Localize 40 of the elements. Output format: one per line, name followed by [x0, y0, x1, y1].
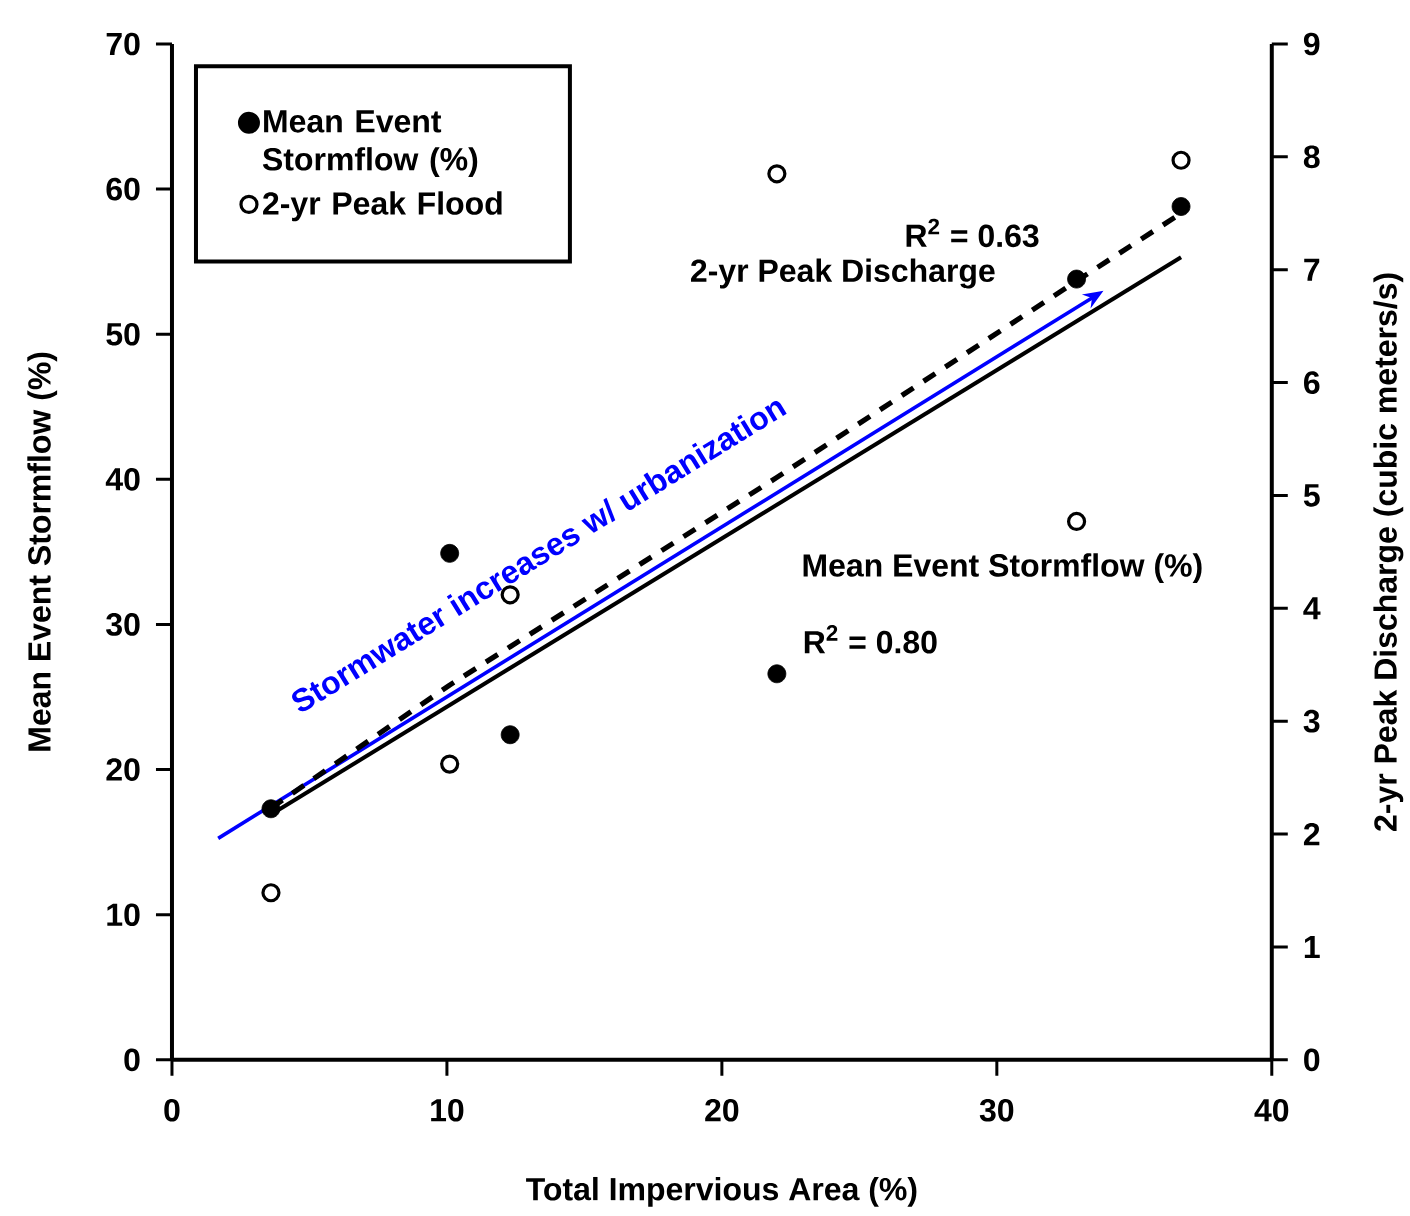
x-tick-label: 30 — [979, 1098, 1014, 1122]
y2-tick-label: 1 — [1304, 936, 1320, 959]
point — [1171, 150, 1191, 170]
y2-tick-label: 7 — [1304, 258, 1320, 281]
y2-tick-label: 5 — [1303, 484, 1320, 507]
point — [261, 883, 281, 903]
y-tick-label: 60 — [106, 177, 140, 201]
annotation: R$^{2}$ = 0.63 — [906, 218, 1039, 248]
y2-tick-label: 6 — [1304, 371, 1320, 395]
x-axis-title: Total Impervious Area (%) — [526, 1177, 917, 1207]
point — [1066, 511, 1087, 532]
y-tick-label: 40 — [105, 468, 140, 491]
annotation: Mean Event Stormflow (%) — [803, 553, 1202, 584]
y-tick-label: 70 — [106, 32, 140, 56]
x-tick-label: 20 — [705, 1098, 739, 1122]
annotation: 2-yr Peak Discharge — [691, 258, 995, 289]
point — [1171, 197, 1191, 217]
y-axis-title: Mean Event Stormflow (%) — [27, 352, 58, 751]
legend-label: Mean Event Stormflow (%) — [262, 110, 478, 178]
y2-tick-label: 4 — [1303, 597, 1321, 620]
y2-tick-label: 9 — [1303, 32, 1320, 56]
x-tick-label: 10 — [431, 1098, 464, 1122]
y-tick-label: 50 — [106, 323, 140, 346]
annotation: R$^{2}$ = 0.80 — [804, 625, 937, 654]
point — [440, 754, 460, 774]
y2-tick-label: 2 — [1303, 823, 1320, 846]
point — [500, 725, 520, 745]
y2-axis-title: 2-yr Peak Discharge (cubic meters/s) — [1373, 273, 1404, 831]
x-tick-label: 40 — [1254, 1098, 1289, 1122]
legend-label: 2-yr Peak Flood — [263, 191, 502, 222]
y2-tick-label: 8 — [1303, 145, 1320, 169]
y2-tick-label: 3 — [1303, 709, 1320, 733]
point — [767, 664, 787, 684]
y-tick-label: 0 — [124, 1048, 140, 1072]
point — [767, 164, 787, 184]
y-tick-label: 10 — [107, 903, 140, 927]
y-tick-label: 30 — [106, 613, 140, 636]
x-tick-label: 0 — [164, 1098, 180, 1122]
y-tick-label: 20 — [106, 758, 140, 782]
y2-tick-label: 0 — [1304, 1048, 1320, 1072]
